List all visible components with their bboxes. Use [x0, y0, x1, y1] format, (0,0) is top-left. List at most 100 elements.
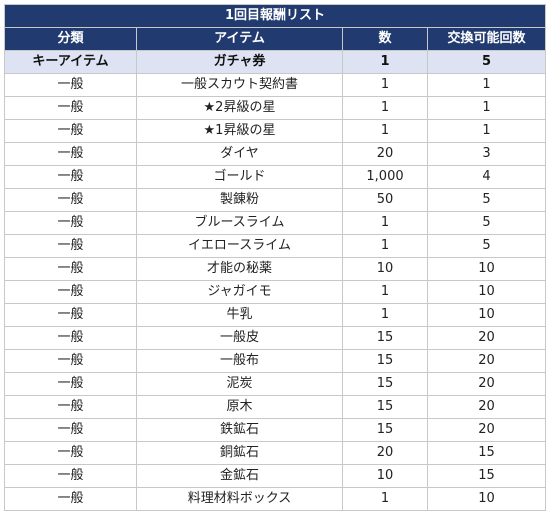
cell-item: 泥炭 — [136, 372, 343, 396]
cell-exchanges: 1 — [426, 119, 547, 143]
cell-exchanges: 10 — [426, 257, 547, 281]
cell-category: 一般 — [4, 280, 137, 304]
cell-item: 銅鉱石 — [136, 441, 343, 465]
cell-exchanges: 3 — [426, 142, 547, 166]
header-category: 分類 — [4, 27, 137, 51]
cell-item: 金鉱石 — [136, 464, 343, 488]
cell-category: 一般 — [4, 441, 137, 465]
cell-item: ガチャ券 — [136, 50, 343, 74]
cell-exchanges: 10 — [426, 303, 547, 327]
cell-quantity: 10 — [342, 257, 428, 281]
cell-exchanges: 15 — [426, 464, 547, 488]
header-exchanges: 交換可能回数 — [426, 27, 547, 51]
table-row: 一般 原木 15 20 — [4, 395, 547, 419]
cell-quantity: 1 — [342, 280, 428, 304]
header-quantity: 数 — [342, 27, 428, 51]
cell-quantity: 1 — [342, 234, 428, 258]
cell-category: 一般 — [4, 96, 137, 120]
table-row: 一般 一般布 15 20 — [4, 349, 547, 373]
key-item-row: キーアイテム ガチャ券 1 5 — [4, 50, 547, 74]
cell-category: 一般 — [4, 119, 137, 143]
cell-quantity: 1 — [342, 50, 428, 74]
table-title-row: 1回目報酬リスト — [3, 4, 547, 28]
cell-category: 一般 — [4, 418, 137, 442]
cell-quantity: 10 — [342, 464, 428, 488]
cell-category: 一般 — [4, 372, 137, 396]
table-row: 一般 牛乳 1 10 — [4, 303, 547, 327]
cell-quantity: 1 — [342, 96, 428, 120]
cell-quantity: 1 — [342, 487, 428, 511]
cell-category: 一般 — [4, 142, 137, 166]
cell-quantity: 15 — [342, 418, 428, 442]
header-item: アイテム — [136, 27, 343, 51]
cell-quantity: 1 — [342, 303, 428, 327]
cell-exchanges: 20 — [426, 326, 547, 350]
cell-item: 料理材料ボックス — [136, 487, 343, 511]
cell-item: 製錬粉 — [136, 188, 343, 212]
table-row: 一般 一般スカウト契約書 1 1 — [4, 73, 547, 97]
table-row: 一般 ブルースライム 1 5 — [4, 211, 547, 235]
cell-item: ダイヤ — [136, 142, 343, 166]
cell-category: 一般 — [4, 395, 137, 419]
table-row: 一般 鉄鉱石 15 20 — [4, 418, 547, 442]
cell-quantity: 15 — [342, 395, 428, 419]
cell-quantity: 1 — [342, 119, 428, 143]
cell-exchanges: 4 — [426, 165, 547, 189]
cell-category: 一般 — [4, 349, 137, 373]
table-row: 一般 製錬粉 50 5 — [4, 188, 547, 212]
cell-category: キーアイテム — [4, 50, 137, 74]
cell-item: 牛乳 — [136, 303, 343, 327]
cell-quantity: 20 — [342, 142, 428, 166]
cell-exchanges: 5 — [426, 50, 547, 74]
cell-item: ジャガイモ — [136, 280, 343, 304]
table-row: 一般 ゴールド 1,000 4 — [4, 165, 547, 189]
cell-category: 一般 — [4, 464, 137, 488]
cell-exchanges: 20 — [426, 395, 547, 419]
cell-exchanges: 10 — [426, 280, 547, 304]
cell-quantity: 15 — [342, 349, 428, 373]
cell-category: 一般 — [4, 326, 137, 350]
cell-exchanges: 20 — [426, 372, 547, 396]
cell-category: 一般 — [4, 487, 137, 511]
cell-item: 鉄鉱石 — [136, 418, 343, 442]
table-row: 一般 銅鉱石 20 15 — [4, 441, 547, 465]
table-title: 1回目報酬リスト — [3, 4, 547, 28]
cell-item: ★1昇級の星 — [136, 119, 343, 143]
table-row: 一般 ダイヤ 20 3 — [4, 142, 547, 166]
table-row: 一般 ★1昇級の星 1 1 — [4, 119, 547, 143]
cell-item: ★2昇級の星 — [136, 96, 343, 120]
cell-exchanges: 5 — [426, 211, 547, 235]
table-row: 一般 ★2昇級の星 1 1 — [4, 96, 547, 120]
cell-item: 一般布 — [136, 349, 343, 373]
cell-quantity: 15 — [342, 326, 428, 350]
cell-exchanges: 15 — [426, 441, 547, 465]
cell-exchanges: 10 — [426, 487, 547, 511]
table-row: 一般 ジャガイモ 1 10 — [4, 280, 547, 304]
cell-exchanges: 1 — [426, 96, 547, 120]
reward-table: 1回目報酬リスト 分類 アイテム 数 交換可能回数 キーアイテム ガチャ券 1 … — [3, 4, 547, 511]
cell-exchanges: 1 — [426, 73, 547, 97]
table-row: 一般 金鉱石 10 15 — [4, 464, 547, 488]
cell-item: 才能の秘薬 — [136, 257, 343, 281]
cell-item: 一般スカウト契約書 — [136, 73, 343, 97]
cell-category: 一般 — [4, 73, 137, 97]
cell-item: 原木 — [136, 395, 343, 419]
cell-category: 一般 — [4, 188, 137, 212]
cell-quantity: 20 — [342, 441, 428, 465]
cell-category: 一般 — [4, 257, 137, 281]
cell-quantity: 50 — [342, 188, 428, 212]
cell-category: 一般 — [4, 234, 137, 258]
cell-item: ブルースライム — [136, 211, 343, 235]
cell-quantity: 15 — [342, 372, 428, 396]
table-header-row: 分類 アイテム 数 交換可能回数 — [4, 27, 547, 51]
cell-exchanges: 5 — [426, 234, 547, 258]
cell-quantity: 1 — [342, 73, 428, 97]
cell-category: 一般 — [4, 165, 137, 189]
table-row: 一般 料理材料ボックス 1 10 — [4, 487, 547, 511]
table-row: 一般 泥炭 15 20 — [4, 372, 547, 396]
cell-category: 一般 — [4, 211, 137, 235]
cell-item: 一般皮 — [136, 326, 343, 350]
table-row: 一般 才能の秘薬 10 10 — [4, 257, 547, 281]
table-row: 一般 イエロースライム 1 5 — [4, 234, 547, 258]
cell-category: 一般 — [4, 303, 137, 327]
